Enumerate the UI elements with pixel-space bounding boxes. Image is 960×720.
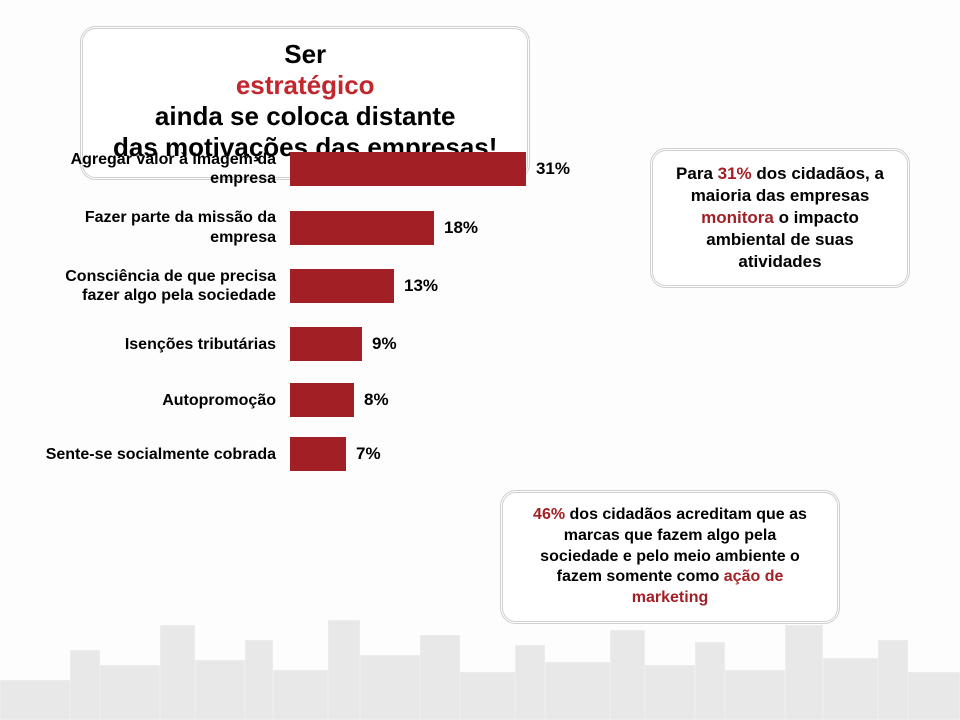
callout-text-part: 31% xyxy=(718,164,757,183)
bar-value-label: 8% xyxy=(364,390,389,410)
callout-text-part: monitora xyxy=(701,208,778,227)
bar-category-label: Fazer parte da missão da empresa xyxy=(40,208,290,246)
title-line-1: Ser estratégico ainda se coloca distante xyxy=(113,39,497,132)
chart-row: Autopromoção 8% xyxy=(40,383,600,417)
callout-text-part: Para xyxy=(676,164,718,183)
bar-track: 8% xyxy=(290,383,570,417)
bar xyxy=(290,269,394,303)
title-part-c: ainda se coloca distante xyxy=(113,101,497,132)
bar-track: 31% xyxy=(290,152,570,186)
bar-track: 13% xyxy=(290,269,570,303)
bar-track: 18% xyxy=(290,211,570,245)
chart-row: Fazer parte da missão da empresa 18% xyxy=(40,208,600,246)
bar-value-label: 7% xyxy=(356,444,381,464)
bar-category-label: Isenções tributárias xyxy=(40,335,290,354)
bar-chart: Agregar valor à imagem da empresa 31% Faze… xyxy=(40,150,600,491)
bar-category-label: Autopromoção xyxy=(40,391,290,410)
chart-row: Agregar valor à imagem da empresa 31% xyxy=(40,150,600,188)
bar xyxy=(290,211,434,245)
bar-category-label: Consciência de que precisa fazer algo pe… xyxy=(40,267,290,305)
title-part-a: Ser xyxy=(113,39,497,70)
skyline-decor xyxy=(0,610,960,720)
bar-value-label: 9% xyxy=(372,334,397,354)
bar-category-label: Agregar valor à imagem da empresa xyxy=(40,150,290,188)
bar xyxy=(290,383,354,417)
callout-marketing: 46% dos cidadãos acreditam que as marcas… xyxy=(500,490,840,624)
title-part-b: estratégico xyxy=(113,70,497,101)
chart-row: Sente-se socialmente cobrada 7% xyxy=(40,437,600,471)
bar-value-label: 31% xyxy=(536,159,570,179)
callout-monitor: Para 31% dos cidadãos, a maioria das emp… xyxy=(650,148,910,288)
bar-value-label: 18% xyxy=(444,218,478,238)
bar xyxy=(290,327,362,361)
bar xyxy=(290,152,526,186)
bar-category-label: Sente-se socialmente cobrada xyxy=(40,445,290,464)
chart-row: Consciência de que precisa fazer algo pe… xyxy=(40,267,600,305)
bar-value-label: 13% xyxy=(404,276,438,296)
bar-track: 7% xyxy=(290,437,570,471)
bar-track: 9% xyxy=(290,327,570,361)
bar xyxy=(290,437,346,471)
chart-row: Isenções tributárias 9% xyxy=(40,327,600,361)
callout-text-part: 46% xyxy=(533,506,569,523)
